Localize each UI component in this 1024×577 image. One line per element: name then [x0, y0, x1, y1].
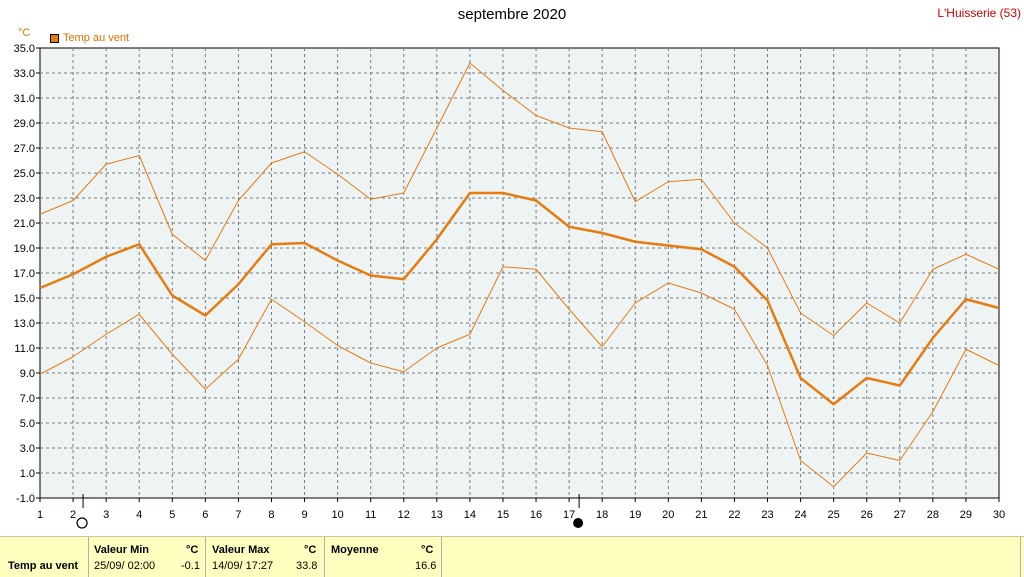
stats-divider	[1020, 537, 1021, 577]
y-tick-label: 25.0	[14, 168, 35, 180]
x-tick-label: 21	[695, 509, 707, 521]
moon-phases	[76, 494, 584, 529]
new-moon-icon	[573, 518, 584, 528]
x-tick-label: 8	[268, 509, 274, 521]
x-tick-label: 25	[828, 509, 840, 521]
y-tick-label: 15.0	[14, 293, 35, 305]
chart-title: septembre 2020	[457, 6, 567, 23]
series-line-max	[39, 62, 1000, 336]
y-tick-label: 9.0	[20, 368, 35, 380]
x-tick-label: 4	[136, 509, 142, 521]
temperature-chart: -1.0 1.0 3.0 5.0 7.0 9.0 11.0 13.0 15.0 17.0 19.0 2…	[14, 43, 1005, 529]
x-tick-label: 10	[331, 509, 343, 521]
x-tick-label: 23	[761, 509, 773, 521]
series-line-mean	[39, 191, 1000, 406]
series-lines	[39, 62, 1000, 488]
stats-divider	[88, 537, 89, 577]
plot-area	[39, 47, 1000, 499]
y-axis: -1.0 1.0 3.0 5.0 7.0 9.0 11.0 13.0 15.0 17.0 19.0 2…	[14, 43, 40, 505]
y-tick-label: 5.0	[20, 418, 35, 430]
y-tick-label: 35.0	[14, 43, 35, 55]
max-header: Valeur Max	[212, 544, 270, 556]
x-tick-label: 29	[960, 509, 972, 521]
x-tick-label: 6	[202, 509, 208, 521]
series-line-min	[39, 266, 1000, 488]
y-tick-label: 23.0	[14, 193, 35, 205]
mean-value: 16.6	[415, 560, 437, 572]
y-tick-label: 17.0	[14, 268, 35, 280]
min-unit: °C	[186, 544, 199, 556]
min-value: -0.1	[181, 560, 200, 572]
stats-divider	[441, 537, 442, 577]
max-date: 14/09/ 17:27	[212, 560, 274, 572]
x-tick-label: 7	[235, 509, 241, 521]
x-tick-label: 18	[596, 509, 608, 521]
legend-label: Temp au vent	[63, 32, 130, 44]
station-name: L'Huisserie (53)	[937, 6, 1021, 20]
stats-row-label: Temp au vent	[8, 560, 79, 572]
y-tick-label: 13.0	[14, 318, 35, 330]
x-tick-label: 3	[103, 509, 109, 521]
x-tick-label: 12	[398, 509, 410, 521]
x-tick-label: 16	[530, 509, 542, 521]
mean-header: Moyenne	[331, 544, 379, 556]
y-tick-label: 3.0	[20, 443, 35, 455]
y-tick-label: 21.0	[14, 218, 35, 230]
legend-swatch	[50, 33, 59, 43]
x-tick-label: 14	[464, 509, 476, 521]
y-tick-label: 7.0	[20, 393, 35, 405]
stats-divider	[205, 537, 206, 577]
y-tick-label: 33.0	[14, 68, 35, 80]
grid-lines	[40, 48, 999, 498]
stats-divider	[324, 537, 325, 577]
x-tick-label: 15	[497, 509, 509, 521]
max-unit: °C	[304, 544, 317, 556]
x-tick-label: 13	[431, 509, 443, 521]
x-tick-label: 28	[927, 509, 939, 521]
x-tick-label: 2	[70, 509, 76, 521]
x-tick-label: 17	[563, 509, 575, 521]
x-tick-label: 30	[993, 509, 1005, 521]
x-tick-label: 20	[662, 509, 674, 521]
legend: Temp au vent	[50, 32, 129, 44]
y-axis-unit: °C	[18, 27, 31, 39]
x-tick-label: 24	[794, 509, 806, 521]
y-tick-label: 1.0	[20, 468, 35, 480]
x-tick-label: 1	[37, 509, 43, 521]
x-axis: 1 2 3 4 5 6 7 8 9 10 11 12 13 14 15 16 17 18 19 20 21 22 23 24 2…	[37, 498, 1005, 521]
x-tick-label: 22	[728, 509, 740, 521]
x-tick-label: 26	[861, 509, 873, 521]
y-tick-label: 31.0	[14, 93, 35, 105]
min-date: 25/09/ 02:00	[94, 560, 156, 572]
x-tick-label: 11	[365, 509, 376, 521]
y-tick-label: 19.0	[14, 243, 35, 255]
y-tick-label: 11.0	[14, 343, 35, 355]
min-header: Valeur Min	[94, 544, 150, 556]
y-tick-label: 29.0	[14, 118, 35, 130]
y-tick-label: -1.0	[16, 493, 35, 505]
x-tick-label: 27	[894, 509, 906, 521]
mean-unit: °C	[421, 544, 434, 556]
y-tick-label: 27.0	[14, 143, 35, 155]
max-value: 33.8	[296, 560, 318, 572]
x-tick-label: 5	[169, 509, 175, 521]
x-tick-label: 19	[629, 509, 641, 521]
full-moon-icon	[76, 517, 88, 529]
stats-panel: Temp au vent Valeur Min °C 25/09/ 02:00 …	[0, 536, 1024, 577]
x-tick-label: 9	[301, 509, 307, 521]
